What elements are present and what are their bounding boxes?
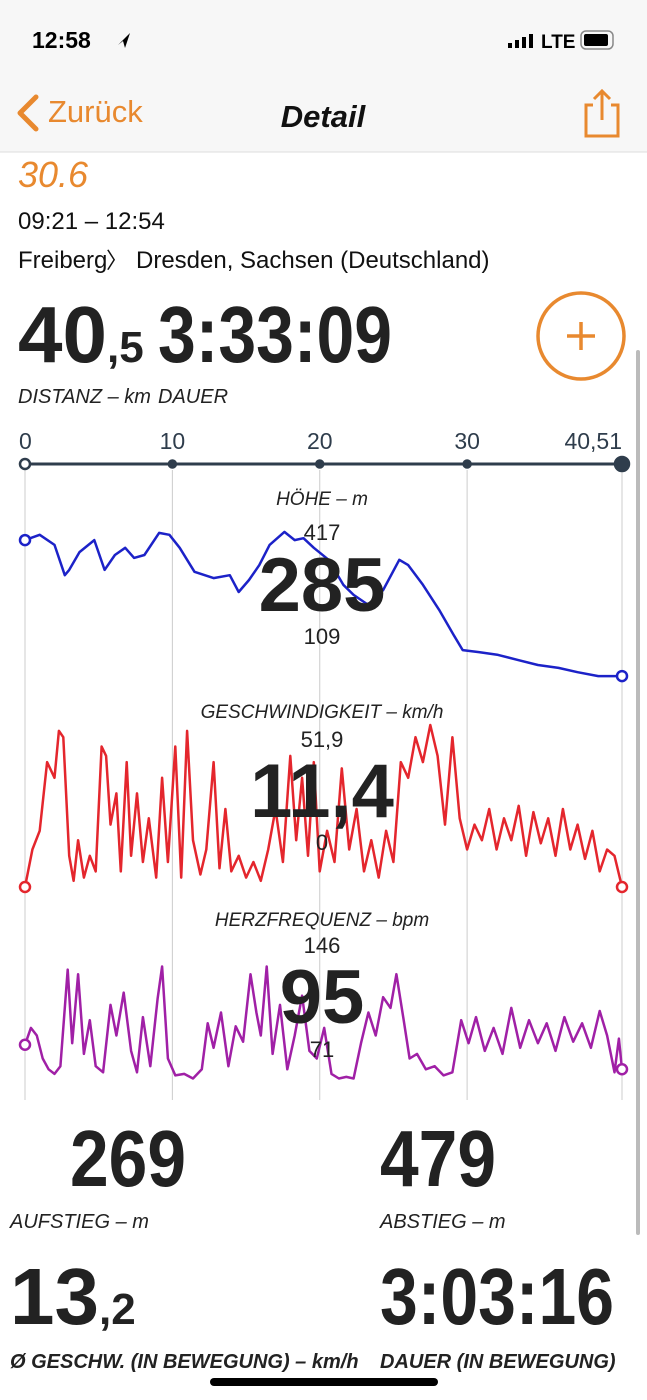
- max-label: 51,9: [301, 727, 344, 752]
- data-line: [23, 965, 624, 1080]
- moving-duration-label: DAUER (IN BEWEGUNG): [380, 1351, 616, 1373]
- chart-title: HERZFREQUENZ – bpm: [215, 910, 429, 931]
- end-point: [18, 880, 32, 894]
- battery-level: [584, 34, 608, 46]
- end-point: [615, 1063, 629, 1076]
- x-tick-label: 40,51: [564, 428, 622, 454]
- end-point: [18, 1038, 32, 1051]
- min-label: 0: [316, 830, 328, 855]
- descent-label: ABSTIEG – m: [379, 1211, 506, 1233]
- duration-label: DAUER: [158, 386, 228, 408]
- max-label: 417: [304, 520, 341, 545]
- moving-duration-value: 3:03:16: [380, 1252, 614, 1341]
- network-label: LTE: [541, 32, 575, 53]
- descent-value: 479: [380, 1114, 496, 1203]
- axis-tick: [167, 459, 178, 469]
- duration-value: 3:33:09: [158, 290, 392, 379]
- scrollbar: [636, 350, 640, 1235]
- avg-speed-value: 13,2: [10, 1252, 136, 1341]
- x-tick-label: 10: [160, 428, 186, 454]
- chart-title: HÖHE – m: [276, 489, 368, 510]
- axis-tick: [18, 457, 32, 471]
- data-line: [23, 723, 624, 888]
- ascent-label: AUFSTIEG – m: [9, 1211, 149, 1233]
- signal-icon: [508, 34, 533, 48]
- min-label: 109: [304, 624, 341, 649]
- axis-tick: [462, 459, 472, 469]
- location-icon: [118, 33, 130, 48]
- avg-value: 11,4: [250, 749, 394, 834]
- top-bar: [0, 0, 647, 152]
- route-separator: 〉: [106, 248, 128, 273]
- x-tick-label: 20: [307, 428, 333, 454]
- chart-title: GESCHWINDIGKEIT – km/h: [201, 702, 444, 723]
- avg-value: 95: [280, 955, 365, 1040]
- end-point: [615, 880, 629, 894]
- add-button[interactable]: [536, 291, 626, 381]
- x-tick-label: 0: [19, 428, 32, 454]
- route-to: Dresden, Sachsen (Deutschland): [136, 247, 490, 274]
- avg-speed-label: Ø GESCHW. (IN BEWEGUNG) – km/h: [10, 1351, 359, 1373]
- end-point: [18, 533, 32, 547]
- add-icon: [567, 322, 595, 350]
- distance-label: DISTANZ – km: [18, 386, 151, 408]
- share-button[interactable]: [584, 88, 620, 138]
- time-range: 09:21 – 12:54: [18, 208, 165, 235]
- data-line: [24, 530, 622, 678]
- axis-tick: [613, 455, 631, 473]
- max-label: 146: [304, 933, 341, 958]
- end-point: [615, 669, 629, 683]
- x-tick-label: 30: [454, 428, 480, 454]
- clock: 12:58: [32, 27, 91, 53]
- home-indicator: [210, 1378, 438, 1386]
- ascent-value: 269: [70, 1114, 186, 1203]
- back-chevron[interactable]: [17, 94, 39, 132]
- battery: [580, 30, 614, 50]
- axis-tick: [314, 459, 325, 469]
- route-from: Freiberg: [18, 247, 107, 274]
- distance-value: 40,5: [18, 290, 144, 379]
- min-label: 71: [310, 1037, 334, 1062]
- avg-value: 285: [259, 543, 386, 628]
- date: 30.6: [18, 154, 89, 195]
- back-button[interactable]: Zurück: [48, 94, 143, 129]
- nav-title: Detail: [281, 99, 367, 134]
